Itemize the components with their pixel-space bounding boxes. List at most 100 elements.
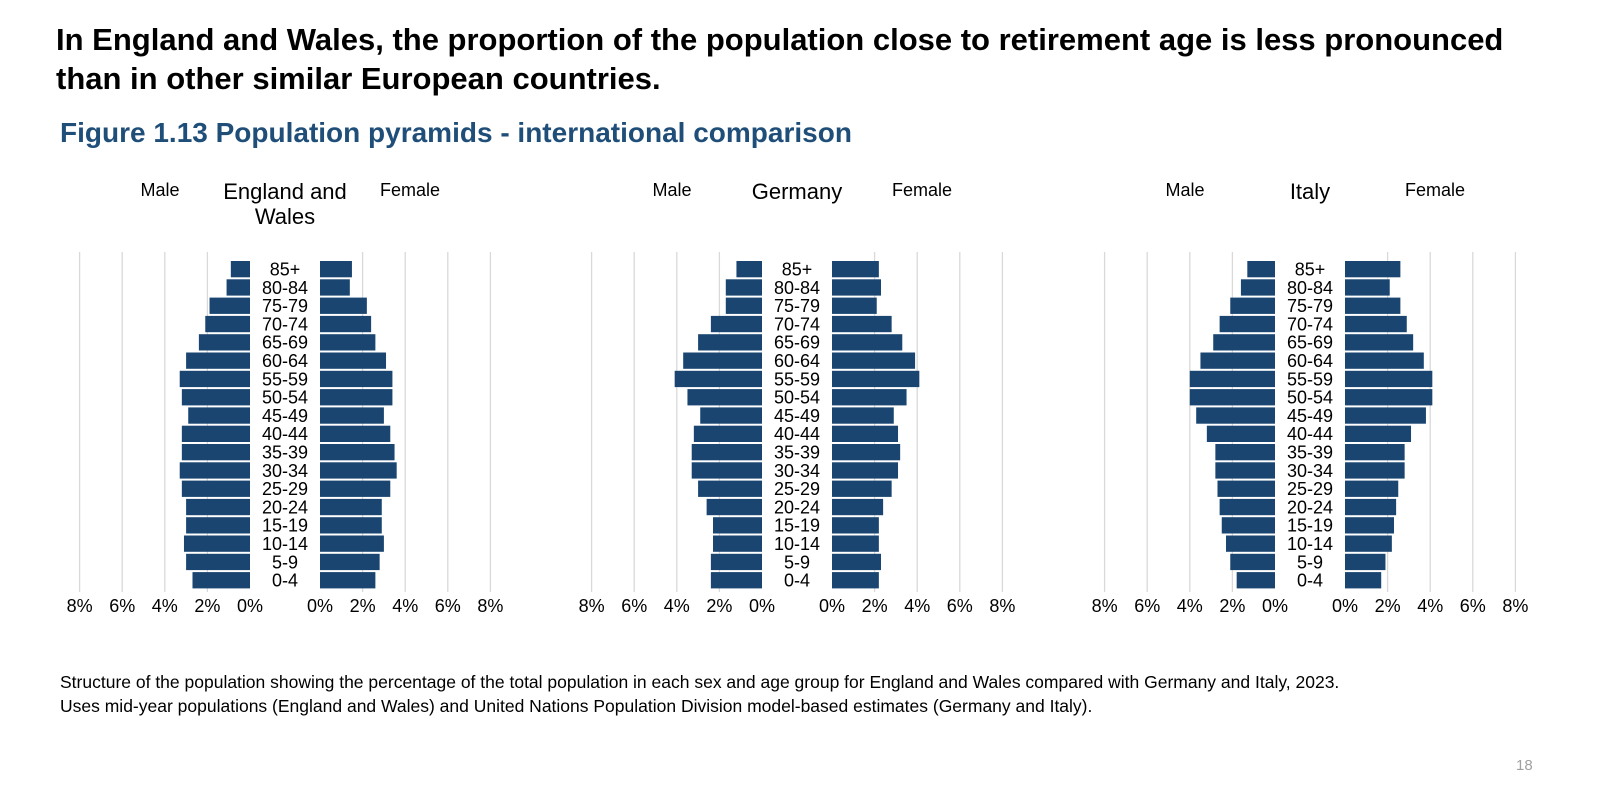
- age-label: 40-44: [262, 424, 308, 444]
- bar-female-35-39: [320, 444, 395, 461]
- bar-female-20-24: [1345, 498, 1397, 516]
- age-label: 20-24: [262, 497, 308, 517]
- bar-female-70-74: [832, 315, 892, 333]
- age-label: 15-19: [1287, 516, 1333, 536]
- age-label: 35-39: [774, 443, 820, 463]
- bar-male-65-69: [1213, 334, 1275, 351]
- bar-male-70-74: [710, 315, 762, 333]
- tick-label-female: 4%: [1417, 596, 1443, 616]
- tick-label-male: 0%: [1262, 596, 1288, 616]
- bar-male-10-14: [1226, 535, 1275, 552]
- tick-label-male: 2%: [1219, 596, 1245, 616]
- bar-female-55-59: [320, 370, 393, 388]
- bar-male-75-79: [1230, 297, 1275, 314]
- bar-male-25-29: [698, 480, 762, 497]
- bar-male-20-24: [706, 498, 762, 516]
- figure-title: Figure 1.13 Population pyramids - intern…: [60, 117, 852, 148]
- age-label: 60-64: [1287, 351, 1333, 371]
- age-label: 30-34: [1287, 461, 1333, 481]
- age-label: 20-24: [774, 497, 820, 517]
- caption-line-1: Structure of the population showing the …: [60, 672, 1340, 692]
- bar-male-0-4: [710, 572, 762, 589]
- bar-female-50-54: [832, 389, 907, 406]
- age-label: 45-49: [1287, 406, 1333, 426]
- bar-male-80-84: [725, 279, 762, 296]
- bar-male-30-34: [1215, 462, 1275, 479]
- bar-male-20-24: [186, 498, 250, 516]
- tick-label-male: 6%: [109, 596, 135, 616]
- bar-male-50-54: [181, 389, 250, 406]
- age-label: 45-49: [262, 406, 308, 426]
- age-label: 10-14: [774, 534, 820, 554]
- bar-female-10-14: [1345, 535, 1392, 552]
- tick-label-female: 2%: [862, 596, 888, 616]
- age-label: 80-84: [262, 278, 308, 298]
- bar-female-35-39: [1345, 444, 1405, 461]
- bar-female-85+: [832, 261, 879, 278]
- bar-male-25-29: [1217, 480, 1275, 497]
- bar-female-30-34: [320, 462, 397, 479]
- tick-label-male: 2%: [706, 596, 732, 616]
- bar-male-0-4: [192, 572, 250, 589]
- age-label: 40-44: [1287, 424, 1333, 444]
- tick-label-female: 4%: [904, 596, 930, 616]
- bar-female-10-14: [832, 535, 879, 552]
- tick-label-female: 2%: [1375, 596, 1401, 616]
- bar-male-0-4: [1236, 572, 1275, 589]
- age-label: 60-64: [774, 351, 820, 371]
- chart-title: Italy: [1290, 179, 1330, 204]
- bar-female-15-19: [832, 517, 879, 534]
- age-label: 10-14: [1287, 534, 1333, 554]
- bar-female-80-84: [320, 279, 350, 296]
- age-label: 20-24: [1287, 497, 1333, 517]
- bar-male-5-9: [1230, 553, 1275, 571]
- bar-female-40-44: [1345, 425, 1412, 442]
- tick-label-male: 0%: [237, 596, 263, 616]
- age-label: 70-74: [1287, 314, 1333, 334]
- male-label: Male: [652, 180, 691, 200]
- tick-label-male: 8%: [1092, 596, 1118, 616]
- bar-female-55-59: [832, 370, 920, 388]
- age-label: 80-84: [774, 278, 820, 298]
- bar-female-35-39: [832, 444, 901, 461]
- age-label: 65-69: [774, 333, 820, 353]
- bar-female-25-29: [320, 480, 391, 497]
- age-label: 0-4: [1297, 571, 1323, 591]
- age-label: 65-69: [262, 333, 308, 353]
- tick-label-female: 8%: [477, 596, 503, 616]
- tick-label-female: 6%: [435, 596, 461, 616]
- bar-female-65-69: [1345, 334, 1414, 351]
- bar-female-0-4: [1345, 572, 1382, 589]
- age-label: 70-74: [774, 314, 820, 334]
- age-label: 85+: [270, 260, 301, 280]
- bar-male-60-64: [186, 352, 250, 369]
- bar-male-60-64: [1200, 352, 1275, 369]
- age-label: 40-44: [774, 424, 820, 444]
- tick-label-male: 6%: [1134, 596, 1160, 616]
- bar-female-0-4: [320, 572, 376, 589]
- tick-label-female: 8%: [1502, 596, 1528, 616]
- caption-line-2: Uses mid-year populations (England and W…: [60, 696, 1093, 716]
- female-label: Female: [892, 180, 952, 200]
- tick-label-male: 4%: [152, 596, 178, 616]
- age-label: 35-39: [1287, 443, 1333, 463]
- tick-label-male: 2%: [194, 596, 220, 616]
- bar-female-5-9: [320, 553, 380, 571]
- bar-female-20-24: [832, 498, 884, 516]
- bar-male-70-74: [1219, 315, 1275, 333]
- male-label: Male: [1165, 180, 1204, 200]
- bar-male-30-34: [179, 462, 250, 479]
- tick-label-female: 0%: [1332, 596, 1358, 616]
- tick-label-male: 0%: [749, 596, 775, 616]
- bar-female-80-84: [1345, 279, 1390, 296]
- bar-female-70-74: [320, 315, 372, 333]
- age-label: 65-69: [1287, 333, 1333, 353]
- age-label: 60-64: [262, 351, 308, 371]
- age-label: 15-19: [262, 516, 308, 536]
- tick-label-male: 8%: [579, 596, 605, 616]
- bar-male-45-49: [1196, 407, 1275, 424]
- bar-female-25-29: [1345, 480, 1399, 497]
- age-label: 75-79: [262, 296, 308, 316]
- bar-male-45-49: [188, 407, 250, 424]
